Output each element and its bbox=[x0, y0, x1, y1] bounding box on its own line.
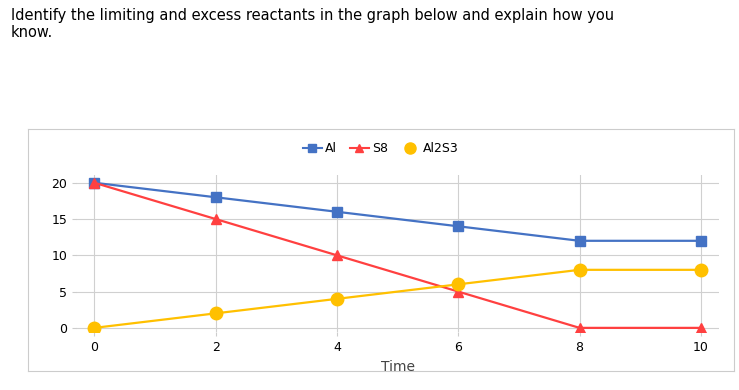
Text: Identify the limiting and excess reactants in the graph below and explain how yo: Identify the limiting and excess reactan… bbox=[11, 8, 614, 40]
Legend: Al, S8, Al2S3: Al, S8, Al2S3 bbox=[298, 137, 464, 160]
X-axis label: Time: Time bbox=[381, 360, 415, 374]
